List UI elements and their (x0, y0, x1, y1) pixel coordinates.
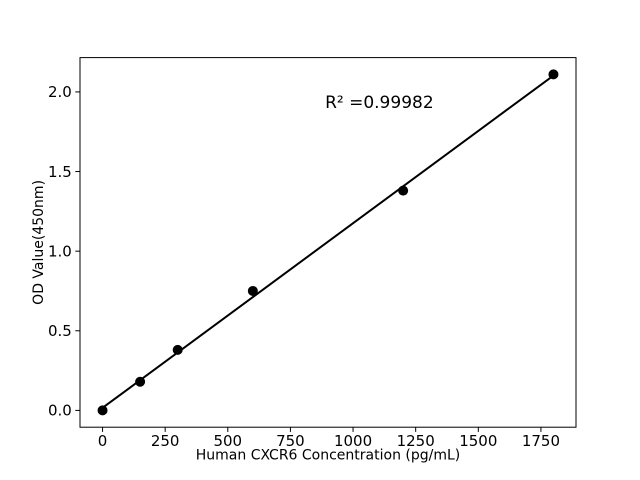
x-tick-label: 1500 (459, 432, 497, 450)
axes-frame (79, 57, 577, 428)
y-tick-label: 0.5 (48, 322, 72, 340)
data-point (172, 344, 183, 355)
x-tick-label: 1000 (334, 432, 372, 450)
y-tick-label: 2.0 (48, 83, 72, 101)
x-tick-label: 250 (151, 432, 180, 450)
x-tick-label: 0 (98, 432, 108, 450)
fit-line (101, 74, 555, 409)
x-tick-label: 500 (213, 432, 242, 450)
x-tick-label: 1250 (397, 432, 435, 450)
y-tick-label: 1.0 (48, 242, 72, 260)
data-point (247, 285, 258, 296)
r-squared-annotation: R² =0.99982 (325, 93, 434, 113)
y-tick-label: 0.0 (48, 402, 72, 420)
data-point (135, 376, 146, 387)
y-axis-label: OD Value(450nm) (31, 180, 47, 305)
x-tick-label: 750 (276, 432, 305, 450)
data-point (97, 405, 108, 416)
data-point (398, 185, 409, 196)
x-axis-label: Human CXCR6 Concentration (pg/mL) (196, 448, 461, 464)
x-tick-label: 1750 (522, 432, 560, 450)
y-tick-label: 1.5 (48, 163, 72, 181)
data-point (548, 69, 559, 80)
